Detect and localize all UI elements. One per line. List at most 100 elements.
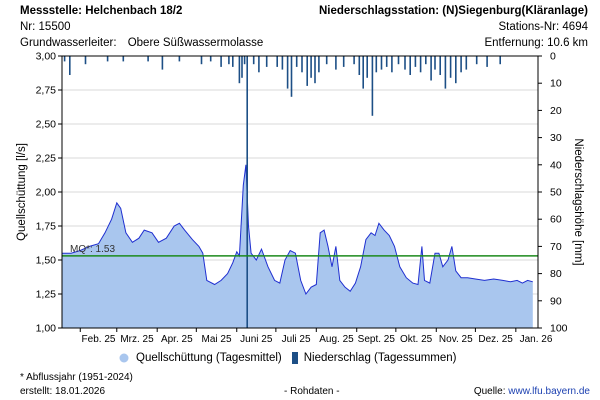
y-tick-label: 1,00 (36, 323, 57, 335)
y-tick-label: 1,25 (36, 289, 57, 301)
y2-tick-label: 100 (550, 323, 568, 335)
rain-bar (246, 56, 248, 328)
flow-area (62, 164, 533, 328)
x-tick-label: Juli 25 (282, 334, 311, 345)
rain-bar (281, 56, 284, 70)
rain-bar (404, 56, 406, 70)
y2-tick-label: 40 (550, 159, 562, 171)
rain-bar (375, 56, 378, 73)
legend-rain-swatch (291, 352, 298, 364)
rain-bar (295, 56, 298, 67)
distance: Entfernung: 10.6 km (484, 37, 588, 49)
y-tick-label: 1,50 (36, 255, 57, 267)
y2-tick-label: 30 (550, 132, 562, 144)
rain-bar (310, 56, 312, 78)
rain-bar (220, 56, 222, 67)
rain-bar (486, 56, 488, 67)
legend-flow-label: Quellschüttung (Tagesmittel) (136, 352, 282, 364)
rain-bar (325, 56, 328, 65)
rain-bar (391, 56, 393, 73)
rain-bar (122, 56, 125, 62)
rain-bar (314, 56, 316, 84)
y2-ticks: 0 10 20 30 40 50 60 70 80 90 100 (538, 51, 568, 335)
rain-bar (318, 56, 320, 73)
rain-bar (178, 56, 181, 62)
aquifer-value: Obere Süßwassermolasse (127, 37, 264, 49)
aquifer-label: Grundwasserleiter: (20, 37, 117, 49)
x-tick-label: Okt. 25 (400, 334, 433, 345)
rain-bar (106, 56, 109, 62)
rain-bar (342, 56, 345, 67)
station-name: Messstelle: Helchenbach 18/2 (20, 5, 183, 17)
rain-station-number: Stations-Nr: 4694 (498, 21, 589, 33)
rain-bar (232, 56, 234, 67)
rain-bar (265, 56, 268, 67)
rain-bar (258, 56, 260, 73)
raw-data-note: - Rohdaten - (284, 386, 340, 397)
rain-bar (430, 56, 432, 81)
rain-bar (353, 56, 355, 65)
rain-bar (366, 56, 368, 78)
rain-bar (385, 56, 388, 67)
y2-tick-label: 90 (550, 295, 562, 307)
rain-bar (499, 56, 501, 65)
rain-bar (449, 56, 452, 78)
rain-bar (243, 56, 246, 65)
rain-bar (228, 56, 230, 65)
y-ticks: 1,00 1,25 1,50 1,75 2,00 2,25 2,50 2,75 3,00 (36, 51, 62, 335)
source-link[interactable]: www.lfu.bayern.de (508, 386, 590, 397)
rain-bar (358, 56, 361, 75)
rain-bar (371, 56, 374, 116)
rain-bar (209, 56, 212, 62)
rain-bar (444, 56, 447, 89)
rain-bar (455, 56, 457, 84)
rain-bar (439, 56, 441, 75)
rain-bar (475, 56, 478, 65)
rain-bar (409, 56, 411, 75)
rain-station-name: Niederschlagsstation: (N)Siegenburg(Klär… (318, 5, 588, 17)
y2-tick-label: 60 (550, 214, 562, 226)
rain-bar (419, 56, 422, 73)
x-tick-label: Jan. 26 (520, 334, 553, 345)
x-tick-label: Nov. 25 (439, 334, 473, 345)
rain-bar (69, 56, 71, 75)
aquifer: Grundwasserleiter: Obere Süßwassermolass… (20, 36, 263, 50)
footnote: * Abflussjahr (1951-2024) (20, 372, 133, 383)
rain-bar (241, 56, 243, 78)
rain-bar (161, 56, 164, 70)
y-tick-label: 2,00 (36, 187, 57, 199)
rain-bar (362, 56, 364, 89)
x-tick-label: Feb. 25 (82, 334, 116, 345)
legend-rain-label: Niederschlag (Tagessummen) (303, 352, 457, 364)
x-tick-label: Mrz. 25 (120, 334, 154, 345)
station-number: Nr: 15500 (20, 21, 71, 33)
y2-tick-label: 80 (550, 268, 562, 280)
rain-bar (335, 56, 337, 70)
x-tick-label: Dez. 25 (478, 334, 513, 345)
y2-tick-label: 50 (550, 187, 562, 199)
y-tick-label: 2,75 (36, 85, 57, 97)
legend-flow-swatch (119, 353, 129, 363)
mq-label: MQ*: 1.53 (70, 244, 115, 255)
y2-tick-label: 0 (550, 51, 556, 63)
rain-bar (290, 56, 293, 97)
source-label: Quelle: (473, 386, 506, 397)
x-tick-label: Sept. 25 (358, 334, 396, 345)
flow-line (62, 164, 533, 296)
rain-bar (397, 56, 400, 65)
rain-bar (252, 56, 255, 65)
x-tick-label: Apr. 25 (161, 334, 193, 345)
rain-bar (425, 56, 427, 65)
rain-bar (63, 56, 66, 62)
y-tick-label: 2,25 (36, 153, 57, 165)
rain-bar (301, 56, 303, 73)
rain-bar (147, 56, 149, 62)
y2-tick-label: 70 (550, 241, 562, 253)
rain-bar (414, 56, 417, 67)
y-axis-label: Quellschüttung [l/s] (16, 143, 28, 241)
rain-bar (286, 56, 289, 89)
y2-axis-label: Niederschlagshöhe [mm] (572, 138, 584, 265)
legend: Quellschüttung (Tagesmittel) Niederschla… (118, 352, 457, 364)
x-tick-label: Mai 25 (201, 334, 231, 345)
rain-bar (200, 56, 203, 65)
